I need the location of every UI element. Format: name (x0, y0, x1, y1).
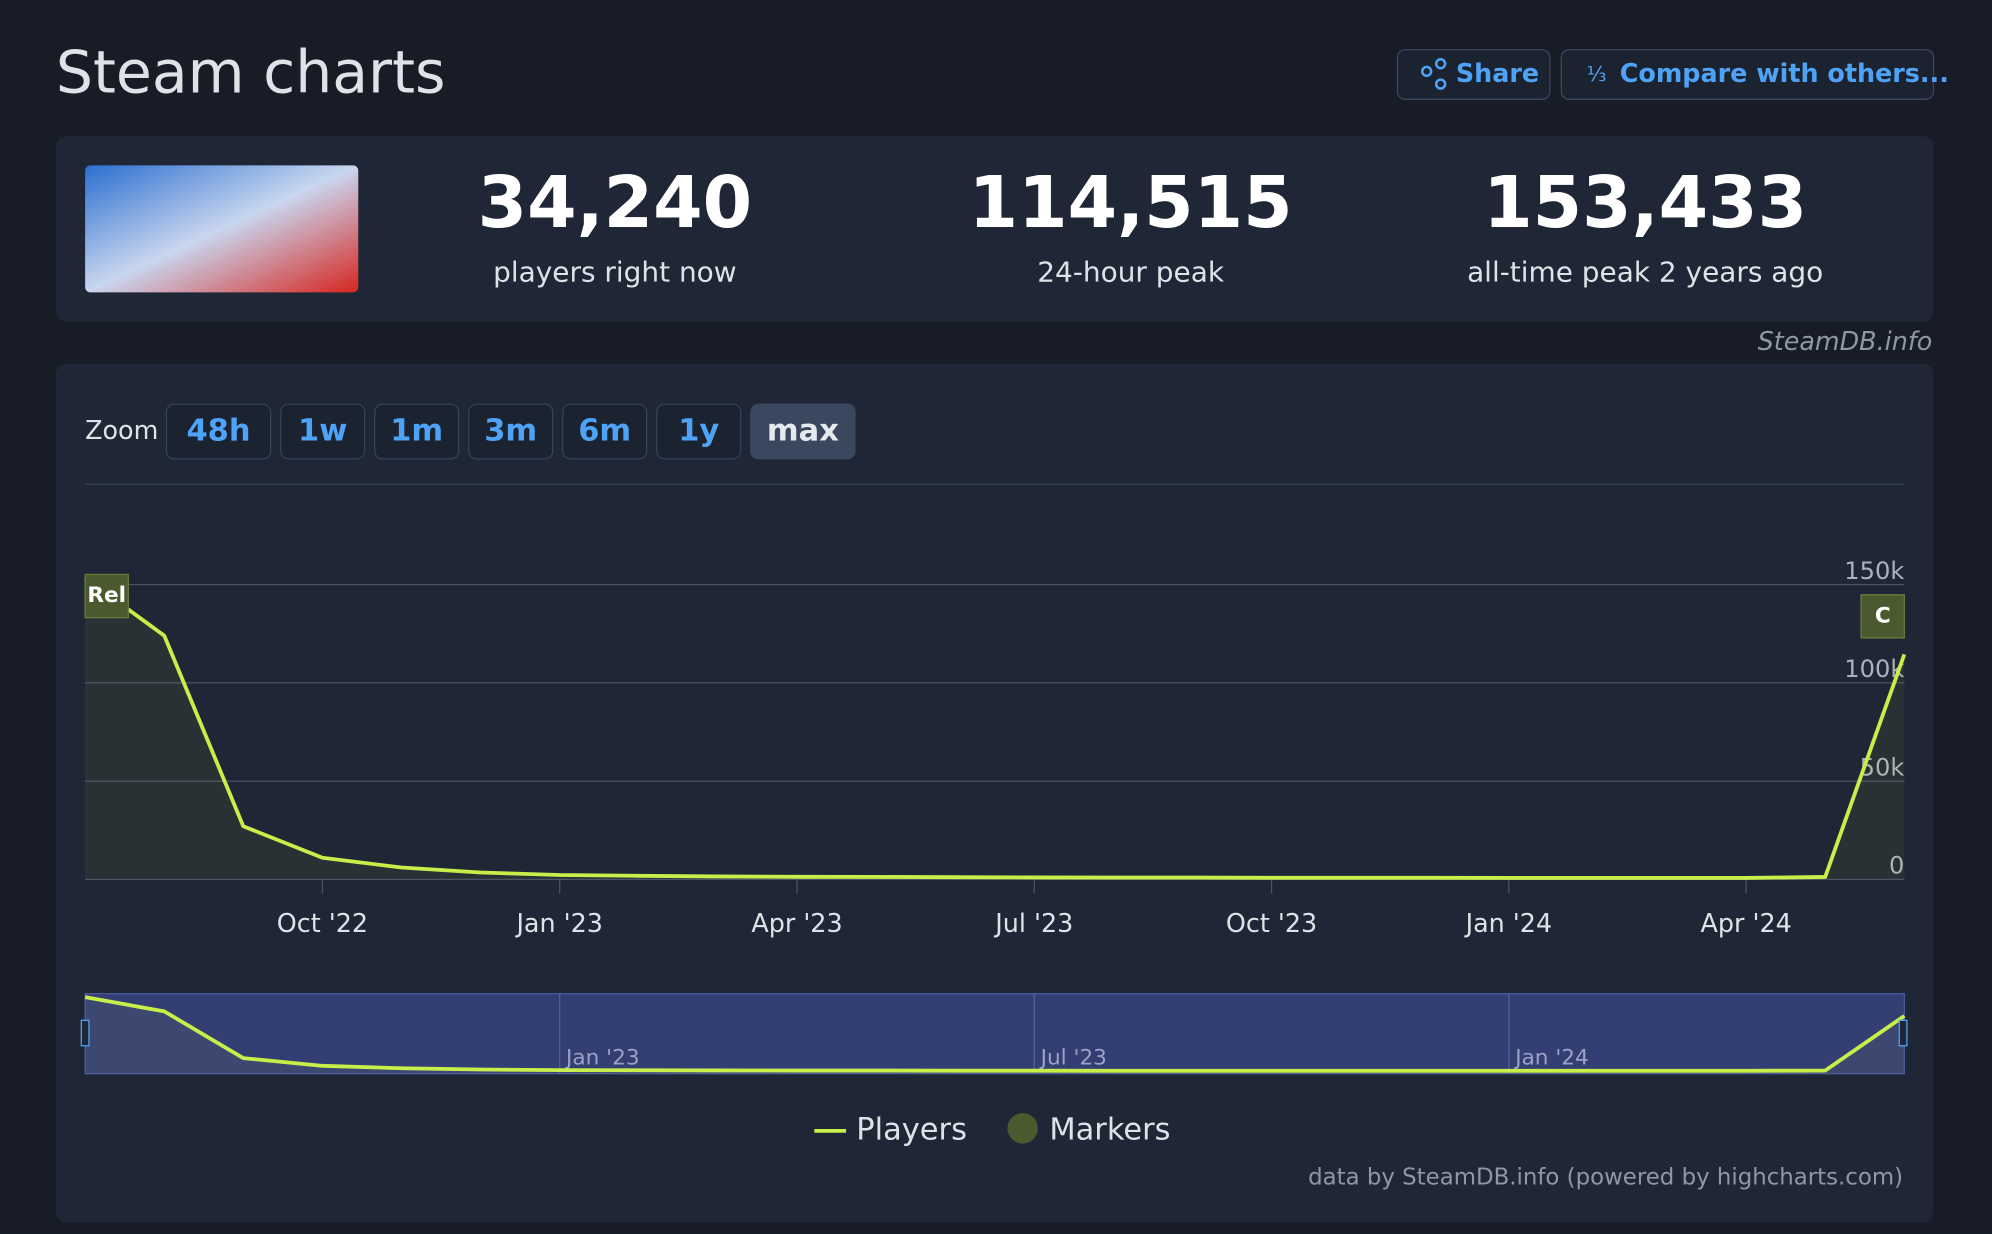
x-tick-label: Jan '23 (514, 908, 603, 938)
zoom-button[interactable] (374, 403, 460, 460)
compare-button[interactable] (1560, 49, 1935, 100)
marker (84, 573, 129, 619)
zoom-option[interactable]: 6m (578, 414, 631, 449)
stat-value: 114,515 (969, 161, 1293, 244)
watermark: SteamDB.info (1758, 326, 1933, 356)
navigator-label: Jan '24 (1513, 1045, 1589, 1070)
share-icon (1434, 58, 1447, 70)
legend-swatch (1007, 1113, 1038, 1144)
share-label[interactable]: Share (1456, 58, 1539, 88)
x-tick-label: Jul '23 (993, 908, 1073, 938)
stat-value: 34,240 (478, 161, 752, 244)
zoom-option[interactable]: 1w (298, 414, 347, 449)
zoom-button[interactable] (280, 403, 366, 460)
marker (1860, 594, 1905, 639)
stat-label: all-time peak 2 years ago (1467, 255, 1823, 288)
zoom-option[interactable]: 1m (390, 414, 443, 449)
navigator-label: Jan '23 (564, 1045, 640, 1070)
navigator (84, 993, 1905, 1075)
compare-icon: ⅓ (1587, 62, 1607, 86)
navigator-handle[interactable] (1898, 1019, 1908, 1047)
y-tick-label: 0 (1889, 852, 1904, 880)
area (85, 577, 1905, 880)
zoom-label: Zoom (85, 415, 158, 445)
x-tick-label: Oct '22 (277, 908, 368, 938)
stats: 34,240 players right now 114,515 24-hour pe… (478, 161, 1824, 289)
marker-label: Rel (87, 583, 126, 608)
game-image (85, 165, 359, 293)
y-tick-label: 150k (1844, 557, 1904, 585)
zoom-option[interactable]: max (767, 414, 839, 449)
zoom-button[interactable] (468, 403, 554, 460)
zoom-option[interactable]: 1y (678, 414, 719, 449)
marker-label: C (1875, 603, 1891, 628)
stats-card (55, 136, 1934, 322)
zoom-option[interactable]: 48h (186, 414, 250, 449)
stat-value: 153,433 (1483, 161, 1807, 244)
navigator-handle[interactable] (80, 1019, 90, 1047)
chart-card (55, 363, 1934, 1223)
stat-label: players right now (493, 255, 736, 288)
legend-label[interactable]: Markers (1049, 1112, 1170, 1147)
x-tick-label: Jan '24 (1464, 908, 1553, 938)
zoom-button[interactable] (562, 403, 648, 460)
line (84, 995, 1906, 1073)
share-icon (1420, 65, 1433, 78)
navigator-label: Jul '23 (1039, 1045, 1107, 1070)
share-icon (1434, 78, 1447, 90)
credits[interactable]: data by SteamDB.info (powered by highcha… (1308, 1164, 1903, 1190)
zoom-button[interactable] (165, 403, 272, 460)
x-tick-label: Oct '23 (1226, 908, 1317, 938)
zoom-buttons: 48h 1w 1m 3m 6m 1y max (165, 403, 856, 460)
zoom-button[interactable] (750, 403, 856, 460)
zoom-option[interactable]: 3m (484, 414, 537, 449)
area (85, 997, 1905, 1074)
x-tick-label: Apr '23 (751, 908, 842, 938)
line (83, 576, 1907, 880)
page-title: Steam charts (56, 39, 446, 107)
compare-label[interactable]: Compare with others... (1620, 58, 1949, 88)
legend-label[interactable]: Players (856, 1112, 967, 1147)
x-tick-label: Apr '24 (1701, 908, 1792, 938)
stat-label: 24-hour peak (1037, 255, 1225, 288)
zoom-button[interactable] (656, 403, 742, 460)
